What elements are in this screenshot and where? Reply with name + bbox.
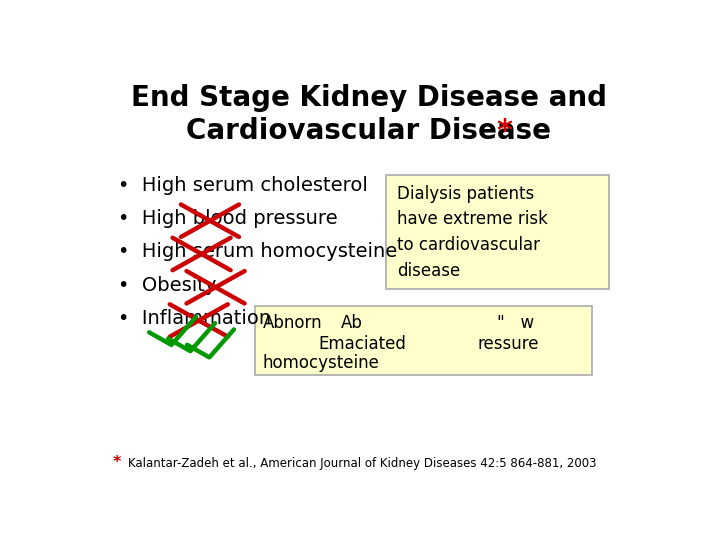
Text: •  Inflammation: • Inflammation	[118, 309, 271, 328]
Text: "   w: " w	[498, 314, 534, 332]
FancyBboxPatch shape	[386, 175, 609, 289]
Text: •  High serum homocysteine: • High serum homocysteine	[118, 242, 397, 261]
Text: End Stage Kidney Disease and: End Stage Kidney Disease and	[131, 84, 607, 112]
Text: *: *	[496, 117, 512, 146]
Text: Abnorn: Abnorn	[263, 314, 323, 332]
Text: Ab: Ab	[341, 314, 363, 332]
Text: homocysteine: homocysteine	[263, 354, 380, 372]
Text: Emaciated: Emaciated	[319, 335, 407, 353]
Text: Dialysis patients
have extreme risk
to cardiovascular
disease: Dialysis patients have extreme risk to c…	[397, 185, 548, 280]
Text: •  High serum cholesterol: • High serum cholesterol	[118, 176, 368, 195]
FancyBboxPatch shape	[255, 306, 592, 375]
Text: •  High blood pressure: • High blood pressure	[118, 209, 338, 228]
Text: Cardiovascular Disease: Cardiovascular Disease	[186, 117, 552, 145]
Text: Kalantar-Zadeh et al., American Journal of Kidney Diseases 42:5 864-881, 2003: Kalantar-Zadeh et al., American Journal …	[128, 457, 596, 470]
Text: *: *	[112, 455, 121, 470]
Text: ressure: ressure	[478, 335, 539, 353]
Text: •  Obesity: • Obesity	[118, 276, 216, 295]
